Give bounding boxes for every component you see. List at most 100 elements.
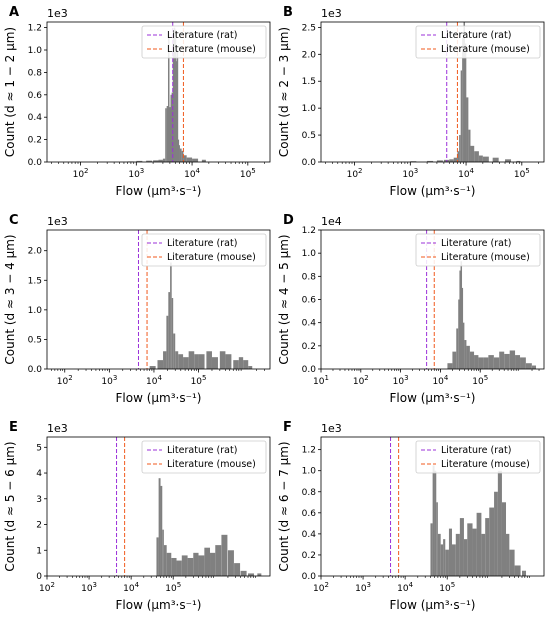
x-tick-label: 103: [402, 167, 418, 180]
x-tick-label: 105: [472, 374, 488, 387]
x-tick-label: 103: [101, 374, 117, 387]
x-tick-label: 105: [514, 167, 530, 180]
y-tick-label: 0.2: [302, 342, 316, 352]
histogram-bar: [462, 38, 464, 162]
histogram-bar: [183, 357, 189, 369]
legend: Literature (rat) Literature (mouse): [415, 233, 541, 267]
legend-box: [415, 233, 541, 267]
histogram-bar: [472, 528, 477, 576]
histogram-bar: [160, 485, 163, 576]
y-tick-label: 0.0: [28, 365, 43, 375]
x-tick-label: 104: [184, 167, 200, 180]
histogram-bar: [181, 555, 188, 576]
histogram-bar: [172, 35, 175, 162]
x-tick-label: 102: [73, 167, 89, 180]
histogram-bar: [430, 523, 433, 576]
histogram-bar: [458, 299, 460, 369]
y-tick-label: 2.5: [302, 23, 316, 33]
histogram-bar: [248, 573, 255, 576]
histogram-bar: [482, 156, 489, 162]
histogram-bar: [233, 360, 239, 369]
histogram-bar: [489, 507, 495, 576]
y-tick-label: 0.4: [302, 319, 317, 329]
histogram-bar: [509, 549, 515, 576]
legend: Literature (rat) Literature (mouse): [415, 440, 541, 474]
histogram-bar: [170, 94, 172, 162]
x-tick-label: 102: [313, 581, 329, 594]
histogram-bar: [166, 315, 169, 369]
x-tick-label: 102: [39, 581, 55, 594]
y-axis-label: Count (d ≈ 2 − 3 μm): [277, 27, 291, 157]
histogram-bar: [170, 262, 172, 369]
y-tick-label: 1.2: [302, 446, 316, 456]
histogram-bar: [445, 549, 449, 576]
y-tick-label: 0.5: [28, 335, 42, 345]
axes-frame: [46, 229, 271, 370]
y-tick-label: 2: [36, 521, 42, 531]
histogram-bar: [506, 533, 510, 576]
y-tick-label: 0.0: [302, 365, 317, 375]
x-tick-label: 104: [458, 167, 474, 180]
legend-mouse-label: Literature (mouse): [441, 44, 530, 55]
histogram-bar: [181, 150, 184, 162]
legend-rat-label: Literature (rat): [441, 238, 511, 249]
axes-frame: [46, 436, 271, 577]
y-tick-label: 0.0: [302, 572, 317, 582]
histogram-bar: [211, 357, 218, 369]
y-tick-label: 1.0: [28, 306, 43, 316]
legend-box: [141, 25, 267, 59]
y-multiplier: 1e4: [321, 215, 342, 228]
y-tick-label: 0.0: [28, 158, 43, 168]
histogram-bar: [466, 345, 470, 369]
histogram-bar: [436, 160, 443, 162]
histogram-bar: [163, 545, 167, 576]
histogram-bar: [234, 563, 241, 576]
histogram-bar: [201, 159, 206, 162]
x-tick-label: 104: [146, 374, 162, 387]
legend-rat-label: Literature (rat): [441, 30, 511, 41]
histogram-bar: [461, 287, 464, 369]
y-tick-label: 1.0: [28, 46, 43, 56]
histogram-bar: [478, 357, 484, 369]
histogram-bar: [476, 512, 482, 576]
legend-box: [141, 440, 267, 474]
axes-frame: [320, 436, 545, 577]
y-tick-label: 1.0: [302, 104, 317, 114]
histogram-bar: [492, 157, 499, 162]
chart-panel-f: F 1e3 0.0 0.2 0.4 0.6 0.8 1.0 1.2 102 103 104 105 Flo…: [277, 420, 545, 612]
histogram-bar: [447, 363, 453, 369]
y-axis-label: Count (d ≈ 5 − 6 μm): [3, 441, 17, 571]
y-tick-label: 0.0: [302, 158, 317, 168]
histogram-bar: [457, 151, 460, 162]
panel-letter: D: [283, 213, 294, 228]
histogram-bar: [463, 539, 468, 576]
histogram-bar: [410, 161, 417, 162]
histogram-bar: [183, 155, 187, 162]
histogram-bar: [163, 351, 167, 369]
histogram-bar: [488, 355, 494, 369]
histogram-bar: [499, 351, 505, 369]
y-tick-label: 2.0: [28, 247, 43, 257]
histogram-bar: [434, 470, 437, 576]
histogram-bar: [497, 470, 502, 576]
y-axis-label: Count (d ≈ 4 − 5 μm): [277, 234, 291, 364]
histogram-bar: [464, 43, 467, 162]
y-multiplier: 1e3: [47, 215, 68, 228]
x-tick-label: 104: [432, 374, 448, 387]
histogram-bar: [176, 560, 182, 576]
y-tick-label: 3: [36, 495, 42, 505]
y-tick-label: 0.8: [28, 68, 43, 78]
histogram-bar: [474, 355, 479, 369]
histogram-bar: [198, 354, 205, 369]
panel-letter: B: [283, 5, 293, 20]
histogram-bar: [451, 544, 456, 576]
histogram-bar: [179, 148, 182, 162]
y-tick-label: 1.2: [302, 226, 316, 236]
legend-box: [415, 440, 541, 474]
histogram-bar: [459, 270, 461, 369]
histogram-bar: [443, 539, 446, 576]
y-multiplier: 1e3: [321, 422, 342, 435]
histogram-bar: [176, 50, 179, 162]
histogram-bar: [494, 491, 498, 576]
y-tick-label: 0.6: [28, 91, 43, 101]
